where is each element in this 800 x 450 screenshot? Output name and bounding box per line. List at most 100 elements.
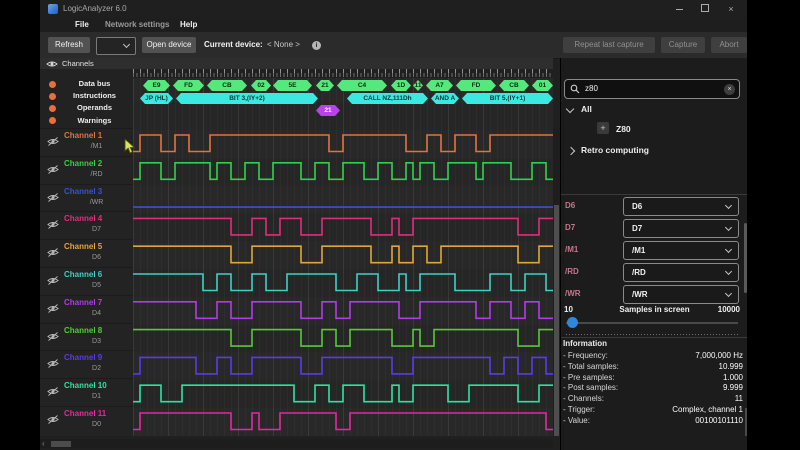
category-dot-icon: [49, 104, 56, 112]
search-input[interactable]: z80 ×: [564, 79, 740, 99]
mapping-selected-value: D7: [632, 224, 643, 233]
channel-signal-label: D2: [92, 365, 101, 373]
channel-signal-label: D4: [92, 309, 101, 317]
hide-channel-eye-icon[interactable]: [47, 300, 59, 318]
scroll-left-arrow-icon[interactable]: ‹: [42, 439, 45, 448]
information-value: 7,000,000 Hz: [695, 351, 743, 360]
channel-row: Channel 10 D1: [40, 378, 133, 407]
mapping-channel-select[interactable]: D7: [623, 219, 739, 238]
mapping-row: /WR/WR: [561, 283, 747, 305]
hide-channel-eye-icon[interactable]: [47, 133, 59, 151]
app-icon: [48, 4, 58, 14]
hide-channel-eye-icon[interactable]: [47, 411, 59, 429]
samples-in-screen-label: Samples in screen: [619, 305, 690, 314]
menu-bar: File Network settings Help: [40, 18, 747, 32]
repeat-last-capture-button[interactable]: Repeat last capture: [563, 37, 655, 53]
annotation-row-warnings[interactable]: Warnings: [40, 115, 133, 127]
hide-channel-eye-icon[interactable]: [47, 383, 59, 401]
add-z80-button[interactable]: +: [597, 122, 609, 134]
device-panel: z80 × All + Z80 Retro computing D6 D6 D7 D7…: [560, 58, 747, 450]
channels-header-label: Channels: [62, 59, 94, 68]
channel-signal-label: /WR: [89, 198, 104, 206]
info-icon[interactable]: i: [312, 41, 321, 50]
channel-name: Channel 3: [64, 186, 103, 196]
vertical-scrollbar-thumb[interactable]: [554, 205, 559, 436]
hide-channel-eye-icon[interactable]: [47, 355, 59, 373]
minimize-icon[interactable]: [668, 0, 690, 18]
channel-signal-label: D7: [92, 226, 101, 234]
menu-help[interactable]: Help: [180, 20, 198, 29]
annotation-row-label: Data bus: [78, 79, 111, 88]
mapping-channel-select[interactable]: /WR: [623, 285, 739, 304]
channel-row: Channel 9 D2: [40, 350, 133, 379]
data-bus-value-box: CB: [207, 80, 247, 91]
slider-tick-marks: [566, 333, 738, 336]
panel-scrollbar-thumb[interactable]: [745, 408, 747, 436]
information-label: - Pre samples:: [563, 372, 615, 382]
data-bus-value-box: FD: [173, 80, 204, 91]
information-rows: - Frequency: 7,000,000 Hz - Total samples:…: [563, 351, 743, 427]
chevron-right-icon[interactable]: [566, 146, 576, 156]
chevron-down-icon: [724, 245, 733, 254]
data-bus-value-box: 01: [532, 80, 553, 91]
hide-channel-eye-icon[interactable]: [47, 244, 59, 262]
maximize-icon[interactable]: [694, 0, 716, 18]
annotation-row-instructions[interactable]: Instructions: [40, 90, 133, 102]
data-bus-value-box: C4: [337, 80, 387, 91]
separator: [561, 194, 747, 195]
waveform-D1: [133, 384, 553, 403]
channel-signal-label: D6: [92, 254, 101, 262]
samples-slider-track[interactable]: [566, 322, 738, 324]
mapping-channel-select[interactable]: /M1: [623, 241, 739, 260]
channel-row: Channel 3/WR: [40, 183, 133, 213]
channel-name: Channel 10: [64, 381, 107, 391]
tree-node-all[interactable]: All: [581, 104, 592, 114]
hide-channel-eye-icon[interactable]: [47, 189, 59, 207]
close-icon[interactable]: ×: [728, 4, 734, 14]
menu-file[interactable]: File: [75, 20, 89, 29]
information-label: - Post samples:: [563, 383, 619, 393]
samples-slider-thumb[interactable]: [567, 317, 578, 328]
annotation-row-label: Instructions: [73, 91, 116, 101]
mapping-channel-select[interactable]: D6: [623, 197, 739, 216]
channel-name: Channel 5: [64, 242, 103, 252]
chevron-down-icon[interactable]: [565, 104, 575, 114]
clear-search-icon[interactable]: ×: [724, 83, 735, 95]
menu-network-settings[interactable]: Network settings: [105, 20, 170, 29]
tree-node-retro-computing[interactable]: Retro computing: [581, 145, 649, 155]
category-dot-icon: [49, 80, 56, 88]
channel-row: Channel 11 D0: [40, 406, 133, 435]
mapping-selected-value: /WR: [632, 290, 648, 299]
data-bus-value-box: E9: [143, 80, 170, 91]
mapping-scrollbar-thumb[interactable]: [744, 223, 747, 293]
horizontal-scrollbar-thumb[interactable]: [51, 440, 71, 447]
channel-row: Channel 5 D6: [40, 239, 133, 268]
annotation-row-label: Warnings: [77, 115, 112, 125]
hide-channel-eye-icon[interactable]: [47, 161, 59, 179]
hide-channel-eye-icon[interactable]: [47, 272, 59, 290]
hide-channel-eye-icon[interactable]: [47, 328, 59, 346]
vertical-scrollbar[interactable]: [553, 128, 560, 436]
horizontal-scrollbar[interactable]: ‹: [40, 439, 553, 448]
eye-icon: [46, 61, 58, 67]
device-dropdown[interactable]: [96, 37, 136, 55]
mapping-channel-select[interactable]: /RD: [623, 263, 739, 282]
channel-list: Channel 1/M1 Channel 2/RD Channel 3/WR Chan…: [40, 128, 133, 436]
data-bus-value-box: A7: [426, 80, 453, 91]
hide-channel-eye-icon[interactable]: [47, 216, 59, 234]
abort-button[interactable]: Abort: [711, 37, 747, 53]
annotation-row-data-bus[interactable]: Data bus: [40, 78, 133, 90]
capture-button[interactable]: Capture: [661, 37, 705, 53]
information-value: 00100101110: [695, 415, 743, 425]
waveform-D6: [133, 245, 553, 264]
open-device-button[interactable]: Open device: [142, 37, 196, 53]
window-title: LogicAnalyzer 6.0: [63, 4, 127, 13]
refresh-button[interactable]: Refresh: [48, 37, 90, 53]
tree-node-z80[interactable]: Z80: [616, 124, 631, 134]
annotation-row-operands[interactable]: Operands: [40, 102, 133, 114]
channel-name: Channel 6: [64, 270, 103, 279]
mapping-signal-label: /M1: [565, 245, 579, 254]
instruction-box: JP (HL): [140, 93, 173, 104]
data-bus-value-box: 11: [414, 82, 422, 89]
mapping-signal-label: D6: [565, 201, 576, 210]
